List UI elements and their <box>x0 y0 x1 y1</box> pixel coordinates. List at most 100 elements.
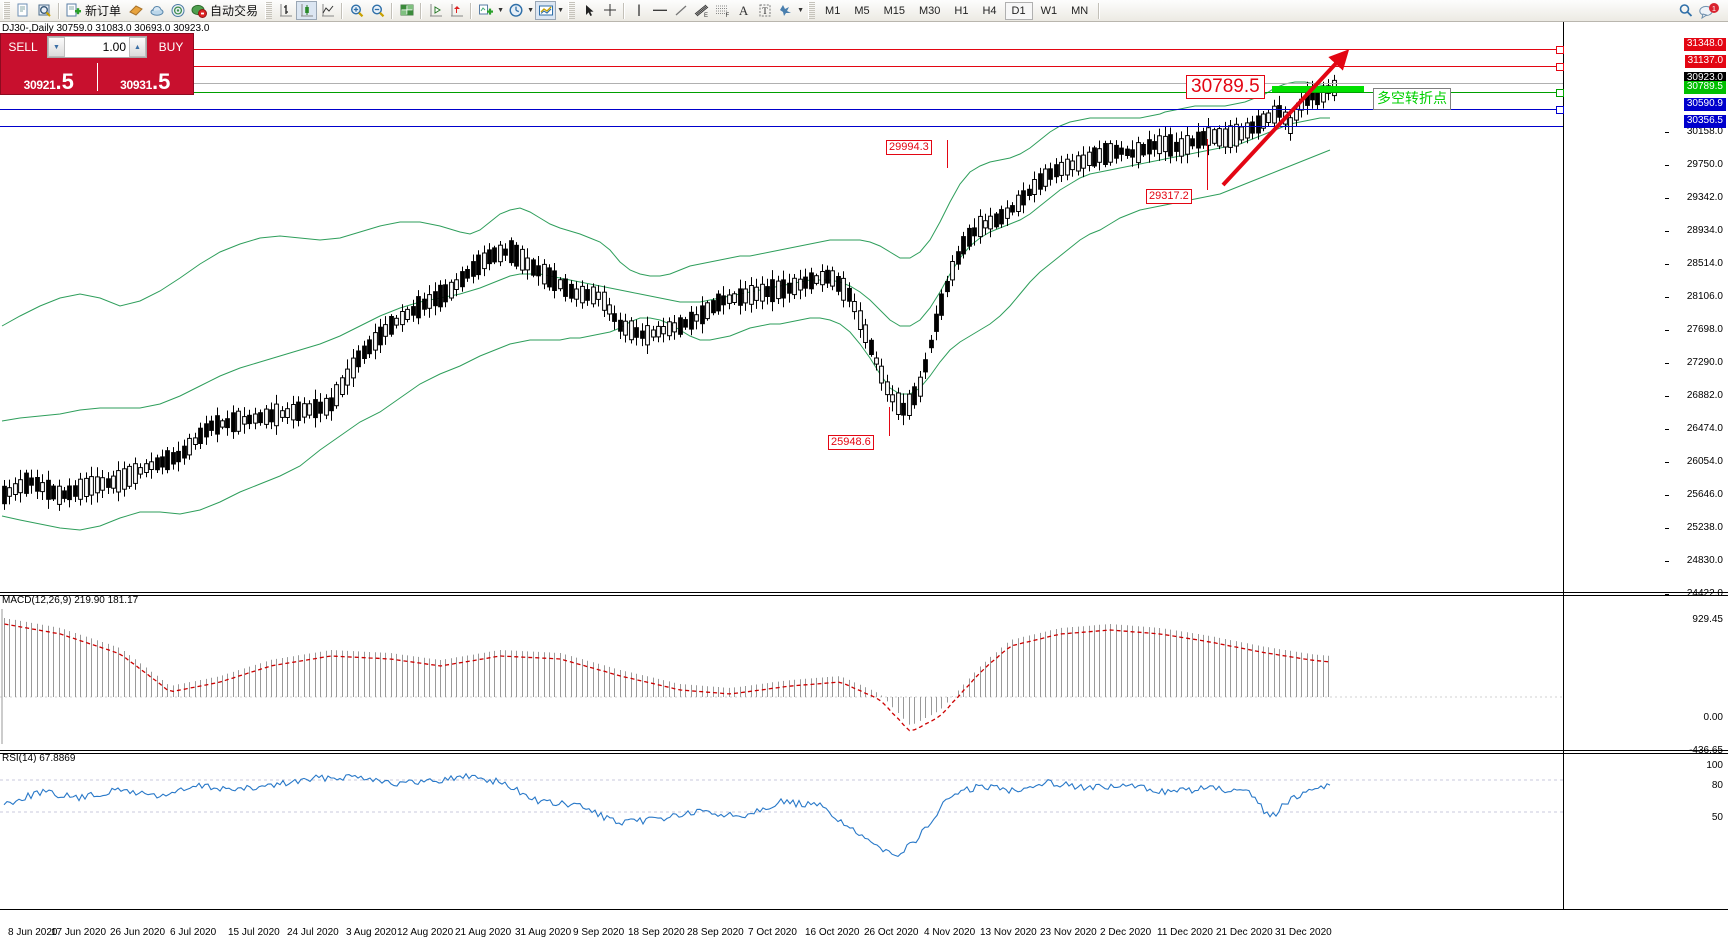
toolbar-grip-charts[interactable] <box>265 2 273 19</box>
objects-dropdown-arrow[interactable]: ▼ <box>797 7 804 14</box>
price-axis-tickmark <box>1665 495 1669 496</box>
annotation-chinese-turning-point[interactable]: 多空转折点 <box>1373 88 1451 110</box>
volume-input[interactable]: 1.00 <box>102 40 126 54</box>
main-toolbar: 新订单 自动交易 ▼ ▼ <box>0 0 1728 22</box>
toolbar-grip-studies[interactable] <box>568 2 576 19</box>
line-handle-30590[interactable] <box>1556 106 1564 114</box>
data-window-icon[interactable] <box>396 1 417 20</box>
annotation-29317[interactable]: 29317.2 <box>1146 189 1192 204</box>
price-level-chip[interactable]: 31137.0 <box>1684 55 1726 68</box>
buy-price-integer: 30931 <box>120 78 152 92</box>
auto-scroll-icon[interactable] <box>425 1 446 20</box>
time-axis-label: 17 Jun 2020 <box>51 927 107 938</box>
line-handle-31348[interactable] <box>1556 46 1564 54</box>
toolbar-separator <box>58 2 60 19</box>
buy-button[interactable]: 30931.5 <box>98 60 194 94</box>
periods-dropdown-arrow[interactable]: ▼ <box>527 7 534 14</box>
price-level-chip[interactable]: 31348.0 <box>1683 38 1726 51</box>
price-axis-label: 26054.0 <box>1686 456 1723 467</box>
objects-icon[interactable] <box>775 1 796 20</box>
text-icon[interactable]: A <box>733 1 754 20</box>
time-axis-label: 13 Nov 2020 <box>980 927 1037 938</box>
toolbar-separator-7 <box>1098 2 1101 19</box>
timeframe-m30[interactable]: M30 <box>919 4 941 17</box>
green-highlight-zone[interactable] <box>1272 86 1364 92</box>
buy-price-fraction: .5 <box>152 69 171 95</box>
text-label-icon[interactable]: T <box>754 1 775 20</box>
one-click-trading-panel[interactable]: SELL ▼ 1.00 ▲ BUY 30921.5 30931.5 <box>0 33 194 95</box>
annotation-30789[interactable]: 30789.5 <box>1186 75 1265 99</box>
price-line-30789[interactable] <box>0 92 1563 93</box>
toolbar-grip-periods[interactable] <box>808 2 816 19</box>
volume-increase-button[interactable]: ▲ <box>129 37 146 57</box>
timeframe-h4[interactable]: H4 <box>982 4 997 17</box>
line-handle-31137[interactable] <box>1556 63 1564 71</box>
new-chart-icon[interactable] <box>13 1 34 20</box>
volume-decrease-button[interactable]: ▼ <box>48 37 65 57</box>
indicators-dropdown-arrow[interactable]: ▼ <box>497 7 504 14</box>
bar-chart-icon[interactable] <box>275 1 296 20</box>
indicator-axis-label: 100 <box>1706 760 1723 771</box>
cursor-icon[interactable] <box>578 1 599 20</box>
vertical-line-icon[interactable] <box>628 1 649 20</box>
candlestick-chart-icon[interactable] <box>296 1 318 20</box>
price-level-chip[interactable]: 30789.5 <box>1683 81 1726 94</box>
time-axis-label: 31 Dec 2020 <box>1275 927 1332 938</box>
sell-price-fraction: .5 <box>55 69 74 95</box>
search-icon[interactable] <box>1675 1 1696 20</box>
timeframe-mn[interactable]: MN <box>1071 4 1089 17</box>
templates-icon[interactable] <box>535 1 557 20</box>
expert-advisor-label[interactable]: 自动交易 <box>210 4 259 18</box>
price-line-30590[interactable] <box>0 109 1563 110</box>
zoom-in-icon[interactable] <box>346 1 367 20</box>
timeframe-m15[interactable]: M15 <box>883 4 905 17</box>
periods-icon[interactable] <box>505 1 526 20</box>
annotation-29994[interactable]: 29994.3 <box>886 140 932 155</box>
toolbar-grip[interactable] <box>3 2 10 19</box>
pane-separator-rsi-top <box>0 750 1728 751</box>
zoom-out-icon[interactable] <box>367 1 388 20</box>
pane-separator-macd-top <box>0 592 1728 593</box>
notification-icon[interactable]: 1 <box>1696 1 1722 20</box>
rsi-indicator-label: RSI(14) 67.8869 <box>2 753 76 764</box>
line-handle-30789[interactable] <box>1556 89 1564 97</box>
time-axis-label: 18 Sep 2020 <box>628 927 685 938</box>
annotation-25948[interactable]: 25948.6 <box>828 435 874 450</box>
trendline-icon[interactable] <box>670 1 691 20</box>
timeframe-m1[interactable]: M1 <box>825 4 841 17</box>
line-chart-icon[interactable] <box>317 1 338 20</box>
crosshair-icon[interactable] <box>599 1 620 20</box>
trend-arrow-drawing[interactable] <box>1215 44 1355 194</box>
new-order-icon[interactable] <box>63 1 84 20</box>
expert-advisor-icon[interactable] <box>188 1 209 20</box>
price-line-31348[interactable] <box>0 49 1563 50</box>
price-line-30356[interactable] <box>0 126 1563 127</box>
timeframe-m5[interactable]: M5 <box>854 4 870 17</box>
price-level-chip[interactable]: 30923.0 <box>1683 72 1726 85</box>
timeframe-h1[interactable]: H1 <box>954 4 969 17</box>
volume-stepper[interactable]: ▼ 1.00 ▲ <box>47 36 147 58</box>
price-level-chip[interactable]: 30590.9 <box>1683 98 1726 111</box>
indicators-icon[interactable] <box>475 1 496 20</box>
price-axis-label: 26474.0 <box>1686 423 1723 434</box>
timeframe-w1[interactable]: W1 <box>1040 4 1058 17</box>
mql5-community-icon[interactable] <box>125 1 146 20</box>
fibonacci-retracement-icon[interactable]: F <box>712 1 733 20</box>
new-order-label[interactable]: 新订单 <box>85 4 122 18</box>
equidistant-channel-icon[interactable]: E <box>691 1 712 20</box>
market-watch-icon[interactable] <box>34 1 55 20</box>
price-axis-label: 25646.0 <box>1686 489 1723 500</box>
price-line-31137[interactable] <box>0 66 1563 67</box>
chart-shift-icon[interactable] <box>446 1 467 20</box>
horizontal-line-icon[interactable] <box>649 1 670 20</box>
timeframe-d1[interactable]: D1 <box>1004 1 1033 20</box>
virtual-hosting-icon[interactable] <box>146 1 167 20</box>
sell-price-integer: 30921 <box>23 78 56 92</box>
price-line-30923[interactable] <box>0 83 1563 84</box>
chart-canvas[interactable]: 30789.5 29994.3 29317.2 25948.6 多空转折点 MA… <box>0 22 1728 941</box>
price-level-chip[interactable]: 30356.5 <box>1683 115 1726 128</box>
templates-dropdown-arrow[interactable]: ▼ <box>557 7 564 14</box>
signals-icon[interactable] <box>167 1 188 20</box>
sell-button[interactable]: 30921.5 <box>1 60 97 94</box>
macd-indicator-label: MACD(12,26,9) 219.90 181.17 <box>2 595 139 606</box>
